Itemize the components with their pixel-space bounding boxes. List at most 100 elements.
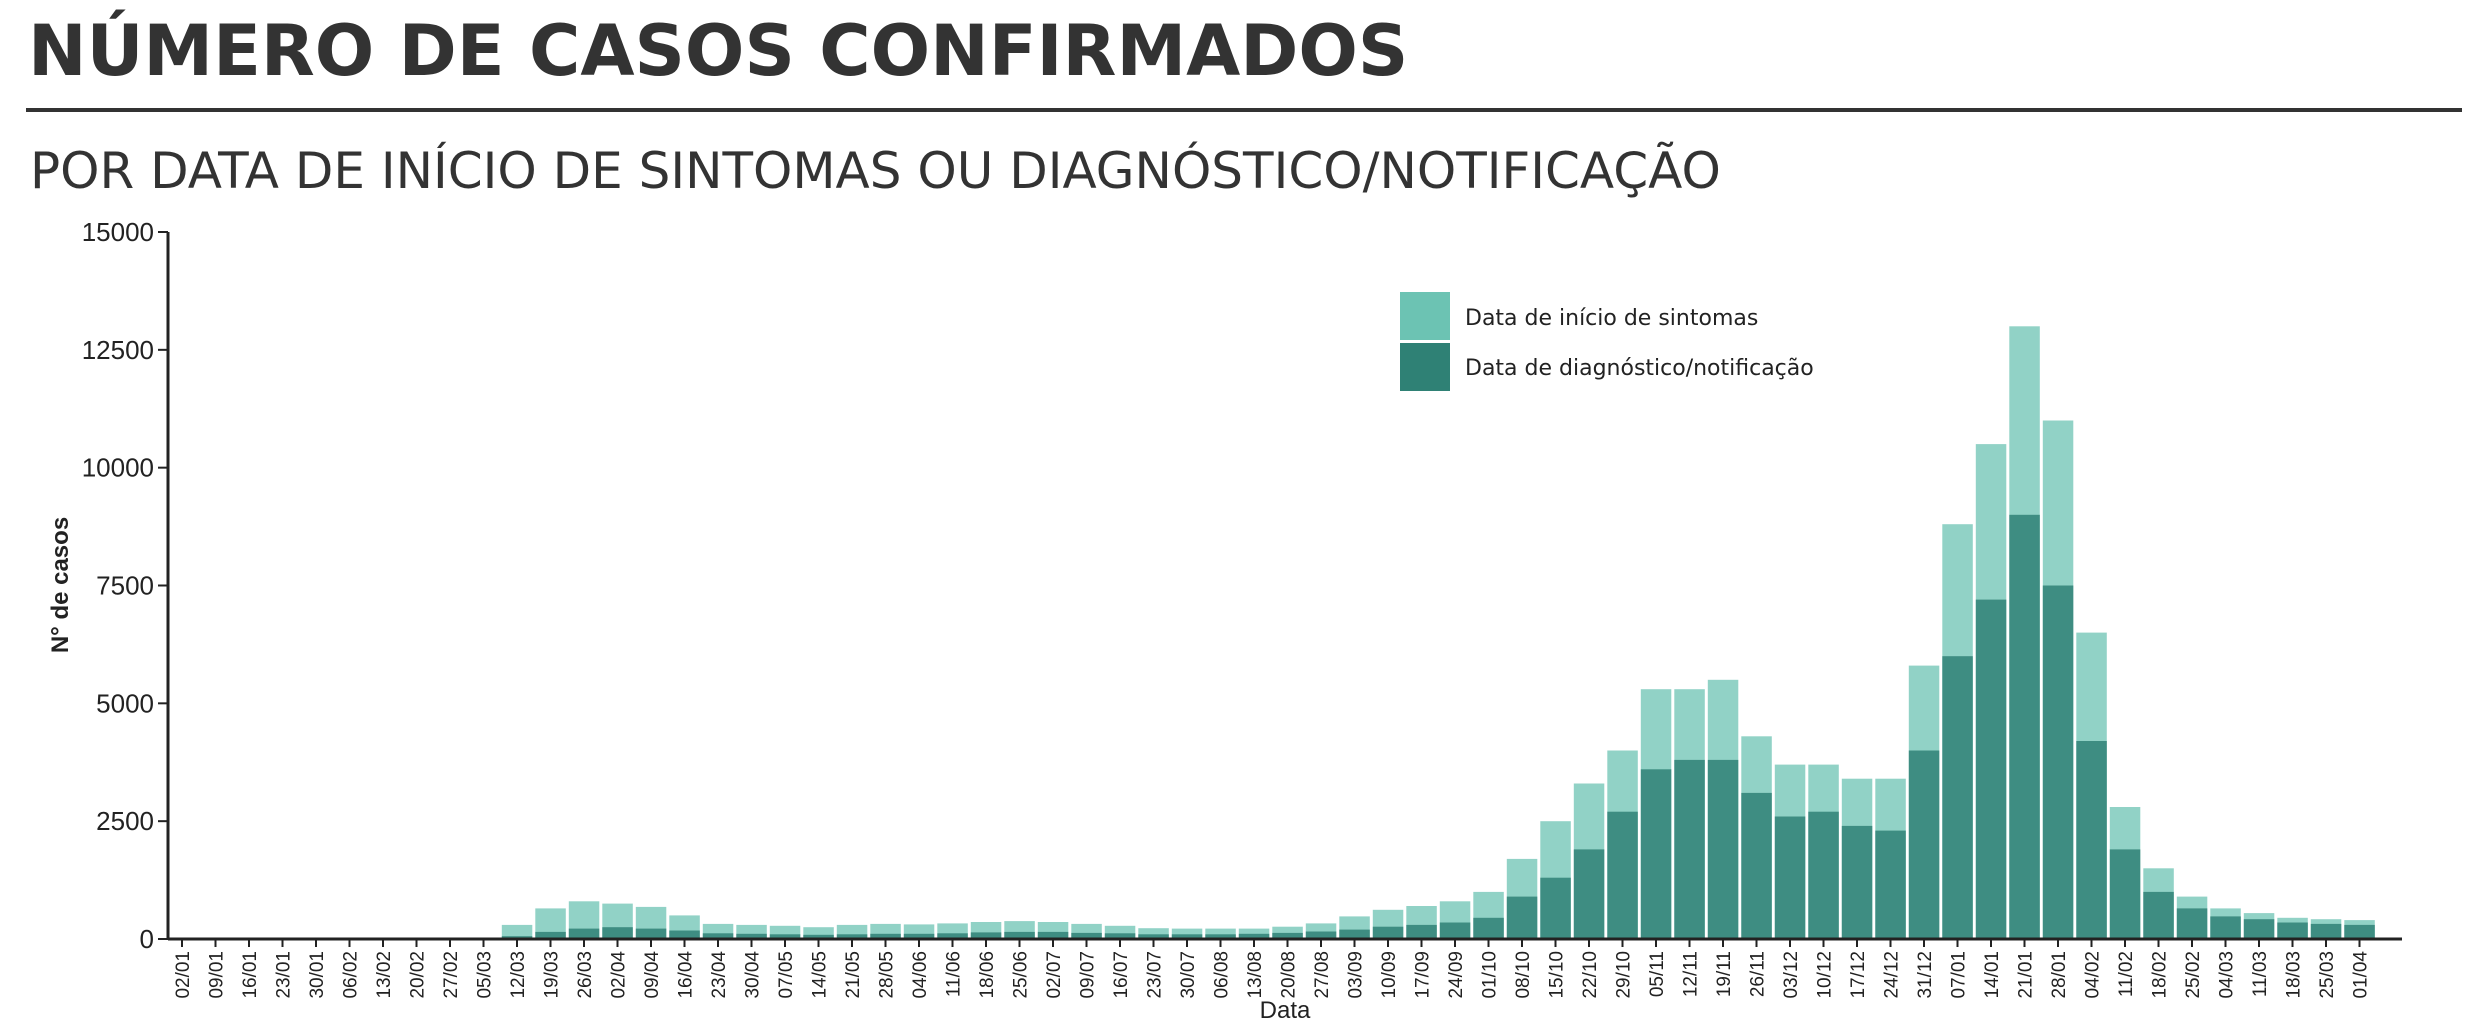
x-tick-label: 31/12: [1915, 951, 1936, 999]
bar-diagnosis: [1272, 932, 1303, 939]
bar-diagnosis: [2344, 924, 2375, 939]
page-title: NÚMERO DE CASOS CONFIRMADOS: [28, 10, 1409, 92]
bar-diagnosis: [1674, 759, 1705, 939]
series-diagnosis-bars: [501, 514, 2375, 939]
x-tick-label: 27/02: [441, 951, 462, 999]
legend-label-symptom-onset: Data de início de sintomas: [1465, 306, 1758, 331]
y-tick-label: 2500: [96, 806, 154, 836]
bar-diagnosis: [535, 931, 566, 939]
x-tick-label: 05/03: [475, 951, 496, 999]
x-tick-label: 26/11: [1748, 951, 1769, 997]
bar-diagnosis: [702, 933, 734, 939]
x-tick-label: 03/09: [1346, 951, 1367, 999]
x-tick-label: 11/02: [2116, 951, 2137, 997]
bar-diagnosis: [2277, 922, 2308, 939]
x-tick-label: 17/09: [1413, 951, 1434, 999]
bar-diagnosis: [1473, 917, 1504, 939]
x-tick-label: 11/06: [944, 951, 965, 997]
x-tick-label: 27/08: [1312, 951, 1333, 999]
x-tick-label: 20/08: [1279, 951, 1300, 999]
legend-label-diagnosis: Data de diagnóstico/notificação: [1465, 356, 1814, 381]
x-tick-label: 24/12: [1882, 951, 1903, 999]
bar-symptom-onset: [501, 924, 533, 939]
legend-swatch-diagnosis: [1400, 343, 1450, 391]
x-tick-label: 04/06: [910, 951, 931, 999]
x-tick-label: 02/04: [609, 951, 630, 999]
x-tick-label: 23/04: [709, 951, 730, 999]
x-tick-label: 14/05: [810, 951, 831, 999]
y-tick-label: 5000: [96, 688, 154, 718]
bar-diagnosis: [1875, 830, 1906, 939]
bar-diagnosis: [1071, 932, 1102, 939]
x-tick-label: 20/02: [408, 951, 429, 999]
x-tick-label: 17/12: [1848, 951, 1869, 999]
x-tick-label: 25/06: [1011, 951, 1032, 999]
y-tick-label: 12500: [82, 335, 154, 365]
bar-symptom-onset: [1205, 928, 1236, 939]
x-tick-label: 02/01: [173, 951, 194, 999]
x-tick-label: 18/02: [2150, 951, 2171, 999]
x-tick-label: 12/11: [1681, 951, 1702, 997]
x-tick-label: 16/04: [676, 951, 697, 999]
x-tick-label: 01/10: [1480, 951, 1501, 999]
bar-diagnosis: [1406, 924, 1437, 939]
x-tick-label: 16/01: [240, 951, 261, 999]
bar-diagnosis: [970, 932, 1002, 939]
bar-diagnosis: [1138, 934, 1169, 939]
x-tick-label: 10/12: [1815, 951, 1836, 999]
bar-diagnosis: [903, 933, 935, 939]
x-tick-label: 06/08: [1212, 951, 1233, 999]
x-tick-label: 01/04: [2351, 951, 2372, 999]
bar-diagnosis: [1238, 933, 1270, 939]
bar-diagnosis: [1808, 811, 1839, 939]
x-tick-label: 23/07: [1145, 951, 1166, 999]
x-tick-label: 30/01: [307, 951, 328, 999]
bar-diagnosis: [736, 933, 767, 939]
x-tick-label: 09/01: [207, 951, 228, 999]
bar-symptom-onset: [1138, 928, 1169, 939]
x-tick-label: 30/04: [743, 951, 764, 999]
bar-diagnosis: [635, 928, 667, 939]
bar-diagnosis: [1774, 816, 1806, 939]
bar-diagnosis: [1339, 929, 1370, 939]
x-tick-label: 08/10: [1513, 951, 1534, 999]
x-tick-label: 23/01: [274, 951, 295, 999]
x-tick-label: 21/01: [2016, 951, 2037, 999]
bar-diagnosis: [2243, 919, 2275, 939]
x-tick-label: 09/07: [1078, 951, 1099, 999]
y-axis-ticks: 0 2500 5000 7500 10000 12500 15000: [82, 217, 168, 954]
bar-diagnosis: [1004, 931, 1035, 939]
x-tick-label: 18/03: [2284, 951, 2305, 999]
x-tick-label: 05/11: [1647, 951, 1668, 997]
legend-swatch-symptom-onset: [1400, 292, 1450, 340]
bar-diagnosis: [2310, 923, 2342, 939]
y-tick-label: 10000: [82, 453, 154, 483]
bar-diagnosis: [2143, 891, 2174, 939]
bar-diagnosis: [1707, 759, 1739, 939]
x-tick-label: 29/10: [1614, 951, 1635, 999]
bar-diagnosis: [1607, 811, 1638, 939]
x-tick-label: 28/01: [2049, 951, 2070, 999]
bar-diagnosis: [1640, 769, 1672, 939]
x-tick-label: 06/02: [341, 951, 362, 999]
x-tick-label: 04/03: [2217, 951, 2238, 999]
y-axis-title: N° de casos: [47, 517, 74, 653]
bar-diagnosis: [1841, 825, 1873, 939]
x-axis-title: Data: [1260, 997, 1311, 1020]
bar-symptom-onset: [803, 927, 834, 939]
bar-diagnosis: [1037, 931, 1069, 939]
x-tick-label: 25/03: [2317, 951, 2338, 999]
bar-diagnosis: [1908, 750, 1940, 939]
bar-diagnosis: [602, 927, 633, 939]
bar-diagnosis: [1305, 931, 1337, 939]
x-tick-label: 07/05: [776, 951, 797, 999]
x-tick-label: 19/11: [1714, 951, 1735, 997]
x-tick-label: 24/09: [1446, 951, 1467, 999]
bar-diagnosis: [1171, 934, 1203, 939]
y-tick-label: 7500: [96, 571, 154, 601]
bar-diagnosis: [2176, 908, 2208, 939]
bar-diagnosis: [937, 933, 968, 939]
bar-diagnosis: [769, 934, 801, 939]
bar-diagnosis: [1104, 933, 1136, 939]
